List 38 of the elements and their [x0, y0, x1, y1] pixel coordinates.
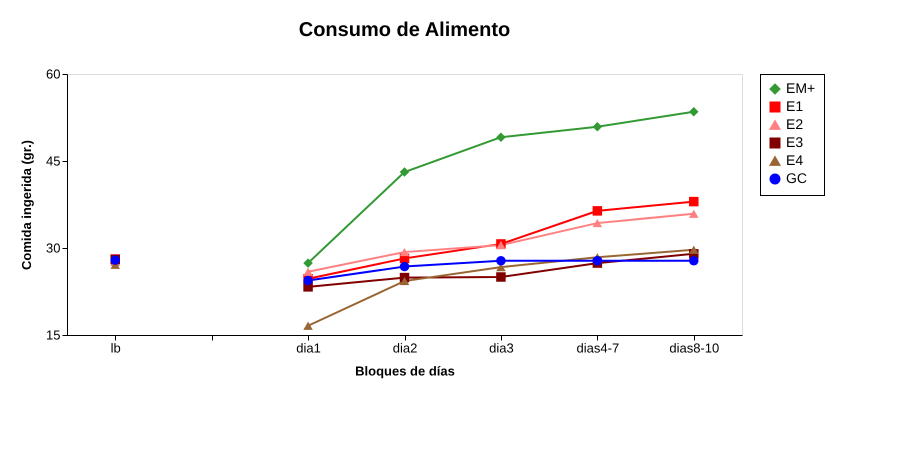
chart-title: Consumo de Alimento — [298, 19, 510, 41]
point — [303, 258, 313, 268]
legend-label: E1 — [786, 98, 804, 114]
point — [592, 206, 602, 216]
legend-label: EM+ — [786, 80, 816, 96]
y-tick-label: 30 — [46, 240, 60, 256]
x-axis-title: Bloques de días — [355, 364, 455, 378]
point — [592, 256, 602, 266]
point — [303, 268, 313, 276]
point — [496, 132, 506, 142]
point — [303, 322, 313, 330]
legend-label: GC — [786, 170, 807, 186]
y-tick-label: 60 — [46, 66, 60, 82]
x-tick-label: dia1 — [296, 340, 321, 356]
legend-label: E2 — [786, 116, 804, 132]
x-tick-label: dia3 — [489, 340, 514, 356]
point — [400, 167, 410, 177]
x-tick-label: dia2 — [392, 340, 418, 356]
point — [592, 122, 602, 132]
point — [689, 256, 699, 266]
point — [689, 196, 699, 206]
point — [400, 276, 410, 286]
legend-label: E4 — [786, 152, 804, 168]
x-tick-label: dias8-10 — [669, 340, 720, 356]
y-tick-label: 45 — [46, 154, 60, 168]
y-axis-title: Comida ingerida (gr.) — [19, 140, 34, 270]
point — [400, 248, 410, 256]
point — [592, 218, 602, 228]
point — [689, 246, 699, 254]
point — [496, 256, 506, 266]
legend-label: E3 — [786, 134, 804, 150]
point — [689, 210, 699, 218]
x-tick-label: lb — [110, 340, 121, 356]
point — [496, 272, 506, 282]
x-tick-label: dias4-7 — [576, 340, 620, 356]
point — [689, 106, 699, 116]
point — [400, 262, 410, 272]
y-tick-label: 15 — [46, 328, 60, 342]
